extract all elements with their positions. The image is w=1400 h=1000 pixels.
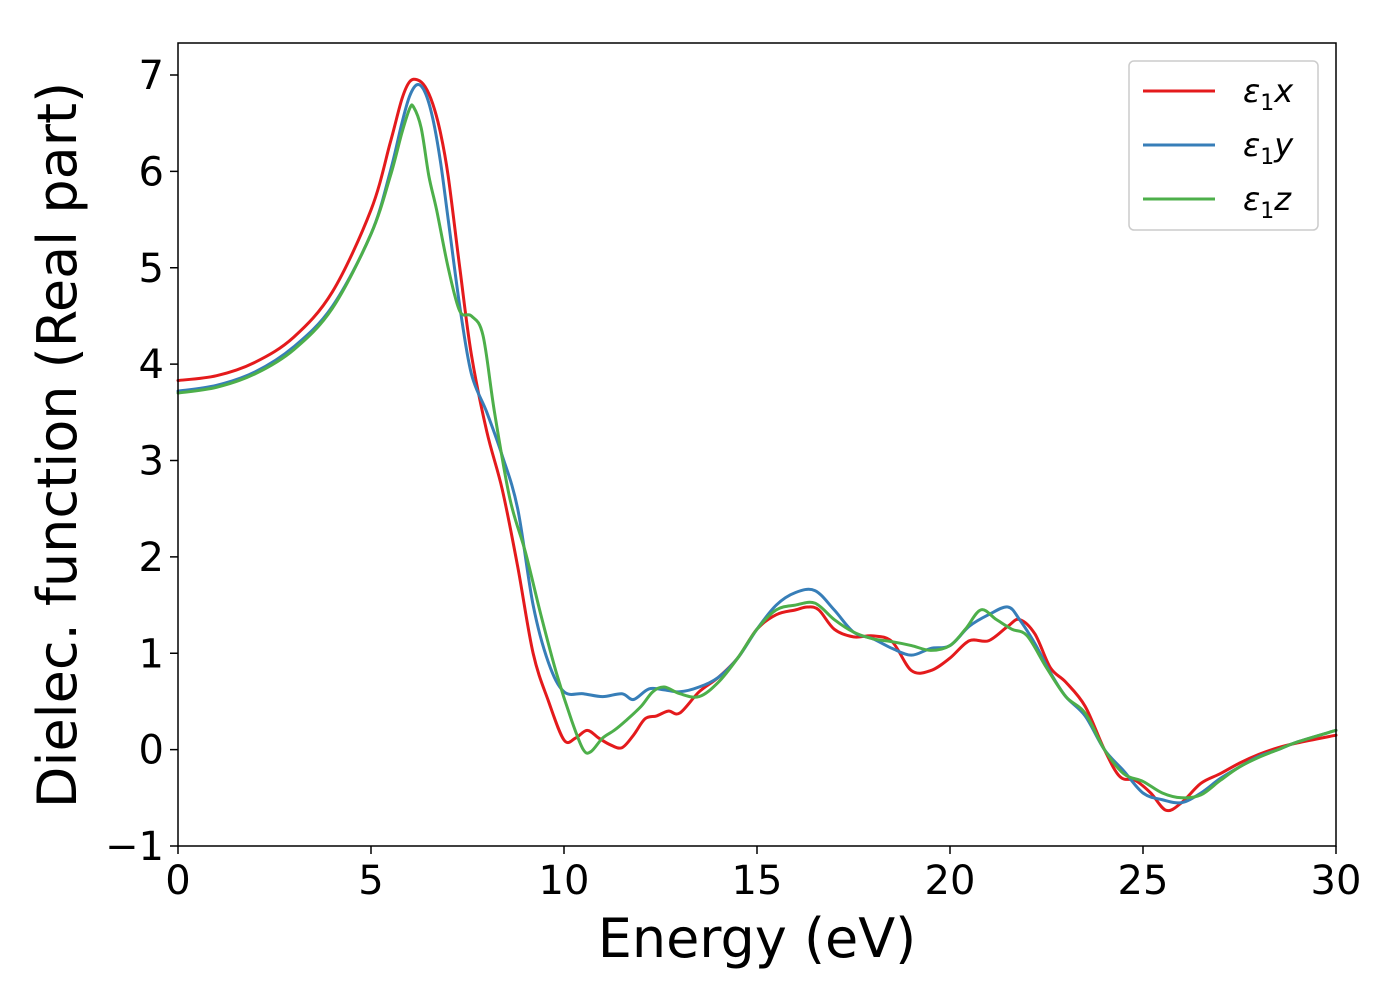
y-tick-label: 7 (139, 53, 164, 99)
y-tick-label: −1 (105, 824, 164, 870)
x-tick-label: 5 (358, 858, 383, 904)
y-tick-label: 5 (139, 246, 164, 292)
legend-label-eps1y: ε1y (1243, 126, 1294, 170)
legend-label-eps1z: ε1z (1243, 180, 1292, 224)
x-tick-label: 15 (732, 858, 783, 904)
y-tick-label: 6 (139, 149, 164, 195)
y-tick-label: 1 (139, 631, 164, 677)
y-tick-label: 4 (139, 342, 164, 388)
legend-entries: ε1x ε1y ε1z (1143, 72, 1294, 224)
series-line-eps1z (176, 103, 1338, 800)
x-tick-label: 0 (165, 858, 190, 904)
y-tick-label: 2 (139, 535, 164, 581)
x-tick-label: 25 (1118, 858, 1169, 904)
y-tick-label: 3 (139, 439, 164, 485)
x-axis: 0 5 10 15 20 25 30 (165, 846, 1361, 904)
y-axis-title: Dielec. function (Real part) (26, 82, 89, 808)
x-tick-label: 10 (539, 858, 590, 904)
legend-box (1128, 60, 1319, 231)
x-tick-label: 30 (1311, 858, 1362, 904)
x-axis-title: Energy (eV) (598, 907, 917, 970)
x-tick-label: 20 (925, 858, 976, 904)
legend: ε1x ε1y ε1z (1128, 60, 1319, 231)
legend-label-eps1x: ε1x (1243, 72, 1294, 116)
series-lines (176, 77, 1338, 813)
y-tick-label: 0 (139, 728, 164, 774)
y-axis: −1 0 1 2 3 4 5 6 7 (105, 53, 178, 870)
